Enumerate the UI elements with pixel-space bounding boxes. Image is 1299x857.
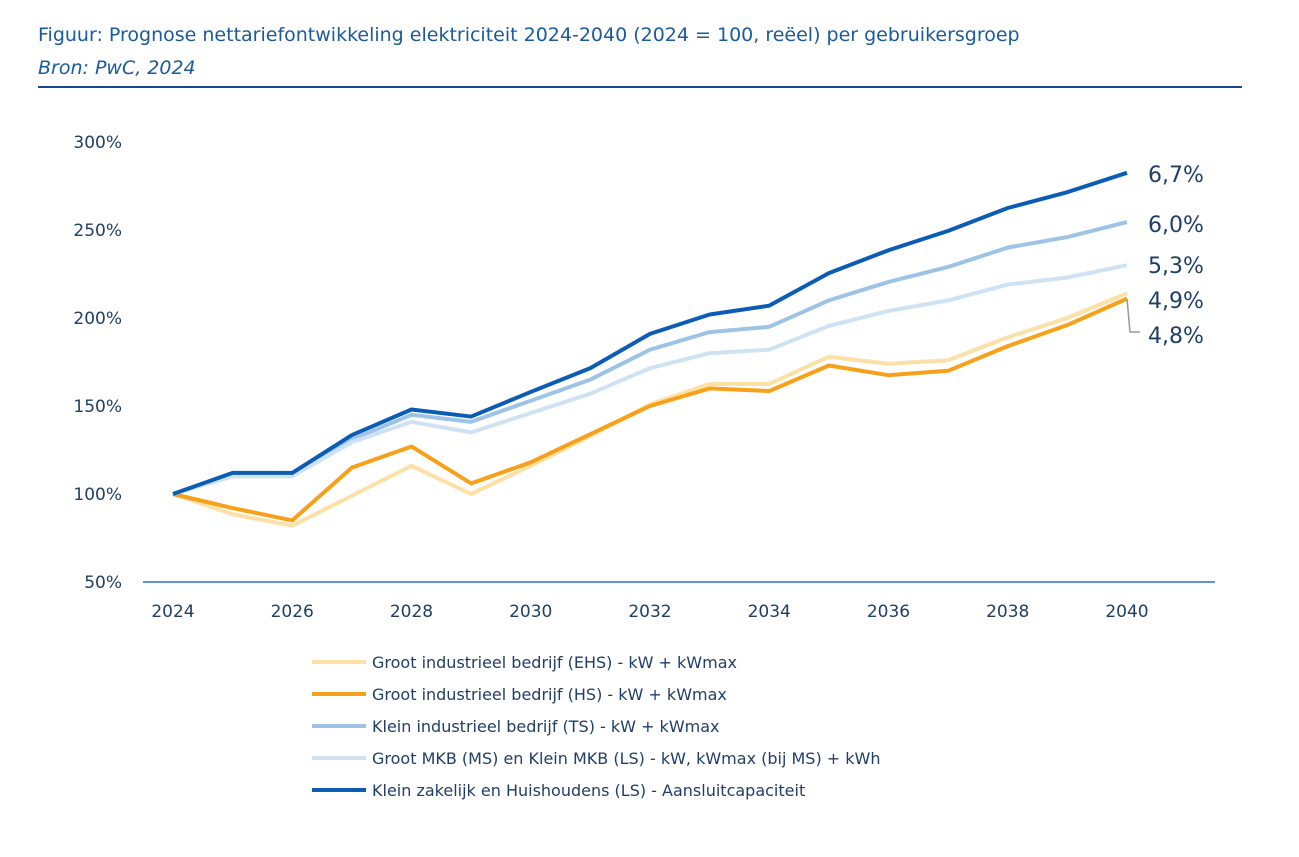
title-divider [38, 86, 1242, 88]
x-tick-label: 2026 [271, 602, 314, 622]
chart-title: Figuur: Prognose nettariefontwikkeling e… [38, 24, 1020, 46]
x-tick-label: 2038 [986, 602, 1029, 622]
legend-label: Klein zakelijk en Huishoudens (LS) - Aan… [372, 780, 806, 800]
legend-label: Groot MKB (MS) en Klein MKB (LS) - kW, k… [372, 748, 881, 768]
legend-label: Groot industrieel bedrijf (EHS) - kW + k… [372, 652, 737, 672]
legend-swatch [312, 692, 366, 696]
y-tick-label: 200% [73, 309, 122, 329]
legend-item: Groot MKB (MS) en Klein MKB (LS) - kW, k… [312, 742, 881, 774]
x-tick-label: 2040 [1105, 602, 1148, 622]
legend-item: Klein industrieel bedrijf (TS) - kW + kW… [312, 710, 881, 742]
x-tick-label: 2030 [509, 602, 552, 622]
y-tick-label: 300% [73, 133, 122, 153]
end-label: 5,3% [1148, 254, 1204, 279]
series-line-0 [172, 291, 1128, 528]
x-tick-label: 2024 [151, 602, 194, 622]
y-tick-label: 150% [73, 397, 122, 417]
label-leader-line [1126, 298, 1140, 333]
series-line-4 [172, 170, 1128, 496]
end-label: 4,8% [1148, 324, 1204, 349]
legend-swatch [312, 756, 366, 760]
x-tick-label: 2034 [748, 602, 791, 622]
x-tick-label: 2028 [390, 602, 433, 622]
legend-item: Groot industrieel bedrijf (HS) - kW + kW… [312, 678, 881, 710]
x-tick-label: 2036 [867, 602, 910, 622]
legend-swatch [312, 660, 366, 664]
y-tick-label: 250% [73, 221, 122, 241]
legend-swatch [312, 788, 366, 792]
end-label: 6,0% [1148, 213, 1204, 238]
y-tick-label: 100% [73, 485, 122, 505]
x-tick-label: 2032 [628, 602, 671, 622]
legend-item: Groot industrieel bedrijf (EHS) - kW + k… [312, 646, 881, 678]
chart-source: Bron: PwC, 2024 [38, 57, 196, 79]
legend-item: Klein zakelijk en Huishoudens (LS) - Aan… [312, 774, 881, 806]
legend-label: Klein industrieel bedrijf (TS) - kW + kW… [372, 716, 720, 736]
legend-swatch [312, 724, 366, 728]
end-label: 6,7% [1148, 163, 1204, 188]
end-label: 4,9% [1148, 289, 1204, 314]
legend: Groot industrieel bedrijf (EHS) - kW + k… [312, 646, 881, 806]
y-tick-label: 50% [84, 573, 122, 593]
legend-label: Groot industrieel bedrijf (HS) - kW + kW… [372, 684, 727, 704]
